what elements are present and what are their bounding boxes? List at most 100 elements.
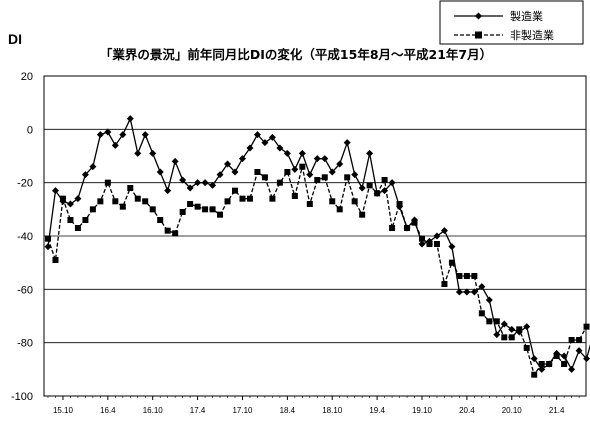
y-tick-label: 20 [21,71,33,83]
data-point [366,182,373,189]
data-point [74,225,81,231]
data-point [261,174,268,181]
data-point [202,206,209,213]
data-point [119,131,127,139]
data-point [164,187,172,195]
data-point [508,334,515,341]
data-point [142,198,149,205]
data-point [239,195,246,202]
data-point [306,171,314,179]
data-point [374,190,381,197]
data-point [344,174,351,181]
data-point [471,273,478,279]
data-point [291,165,299,173]
data-point [127,185,134,191]
y-tick-label: -80 [17,338,33,350]
data-point [478,283,486,291]
y-tick-label: -40 [17,231,33,243]
data-point [560,352,568,360]
data-point [500,320,508,328]
data-point [149,149,157,157]
data-point [329,198,336,205]
data-point [299,163,306,170]
data-point [561,361,568,367]
data-point [291,193,298,199]
data-point [187,201,194,207]
data-point [97,198,104,205]
data-point [186,184,194,192]
data-point [253,131,261,139]
data-point [216,171,224,179]
data-point [81,171,89,179]
data-point [156,168,164,176]
x-tick-label: 19.10 [412,406,433,415]
data-point [388,179,396,187]
data-point [351,198,358,205]
y-tick-label: 0 [27,124,33,136]
data-point [238,155,246,163]
x-tick-label: 16.4 [100,406,116,415]
data-point [463,288,471,296]
x-tick-label: 19.4 [369,406,385,415]
data-point [134,195,141,202]
data-point [306,201,313,207]
data-point [411,219,418,226]
data-point [568,337,575,343]
data-point [45,235,51,242]
series-manufacturing [44,115,590,373]
data-point [575,347,583,355]
data-point [576,337,583,343]
x-tick-label: 15.10 [53,406,74,415]
data-point [164,227,171,234]
data-point [224,160,232,168]
data-point [538,365,546,373]
data-point [66,200,74,208]
data-point [351,171,359,179]
data-point [276,144,284,152]
data-point [419,235,425,242]
data-point [209,206,216,213]
x-tick-label: 20.4 [459,406,475,415]
x-tick-label: 16.10 [143,406,164,415]
data-point [254,169,261,175]
series-layer [44,115,590,378]
data-point [426,241,433,247]
data-point [321,174,328,181]
legend-box [439,0,584,45]
chart-title: 「業界の景況」前年同月比DIの変化（平成15年8月～平成21年7月） [100,47,492,62]
data-point [478,310,485,317]
data-point [531,371,538,378]
legend-marker-nonmanufacturing [475,31,482,39]
data-point [583,355,590,363]
data-point [404,225,411,231]
data-point [141,131,149,139]
data-point [104,128,112,136]
data-point [119,203,126,210]
x-tick-label: 18.10 [322,406,343,415]
data-point [157,217,164,223]
data-point [269,195,276,202]
legend: 製造業 非製造業 [439,0,584,45]
x-tick-label: 21.4 [549,406,565,415]
data-point [448,259,455,266]
data-point [456,273,463,279]
data-point [89,163,97,171]
data-point [112,198,119,205]
data-point [276,179,283,186]
data-point [523,323,531,331]
data-point [381,177,388,183]
data-point [418,240,426,248]
data-point [284,169,291,175]
data-point [194,179,202,187]
data-point [359,211,366,218]
y-tick-label: -20 [17,178,33,190]
y-axis-ticks: 20 0 -20 -40 -60 -80 -100 [11,71,33,403]
legend-marker-manufacturing [475,12,482,20]
data-point [268,133,276,141]
data-point [441,281,448,287]
x-axis-ticks: 15.10 16.4 16.10 17.4 17.10 18.4 18.10 19.4 19.1… [47,396,580,415]
data-point [52,257,59,263]
data-point [463,273,470,279]
y-tick-label: -60 [17,284,33,296]
